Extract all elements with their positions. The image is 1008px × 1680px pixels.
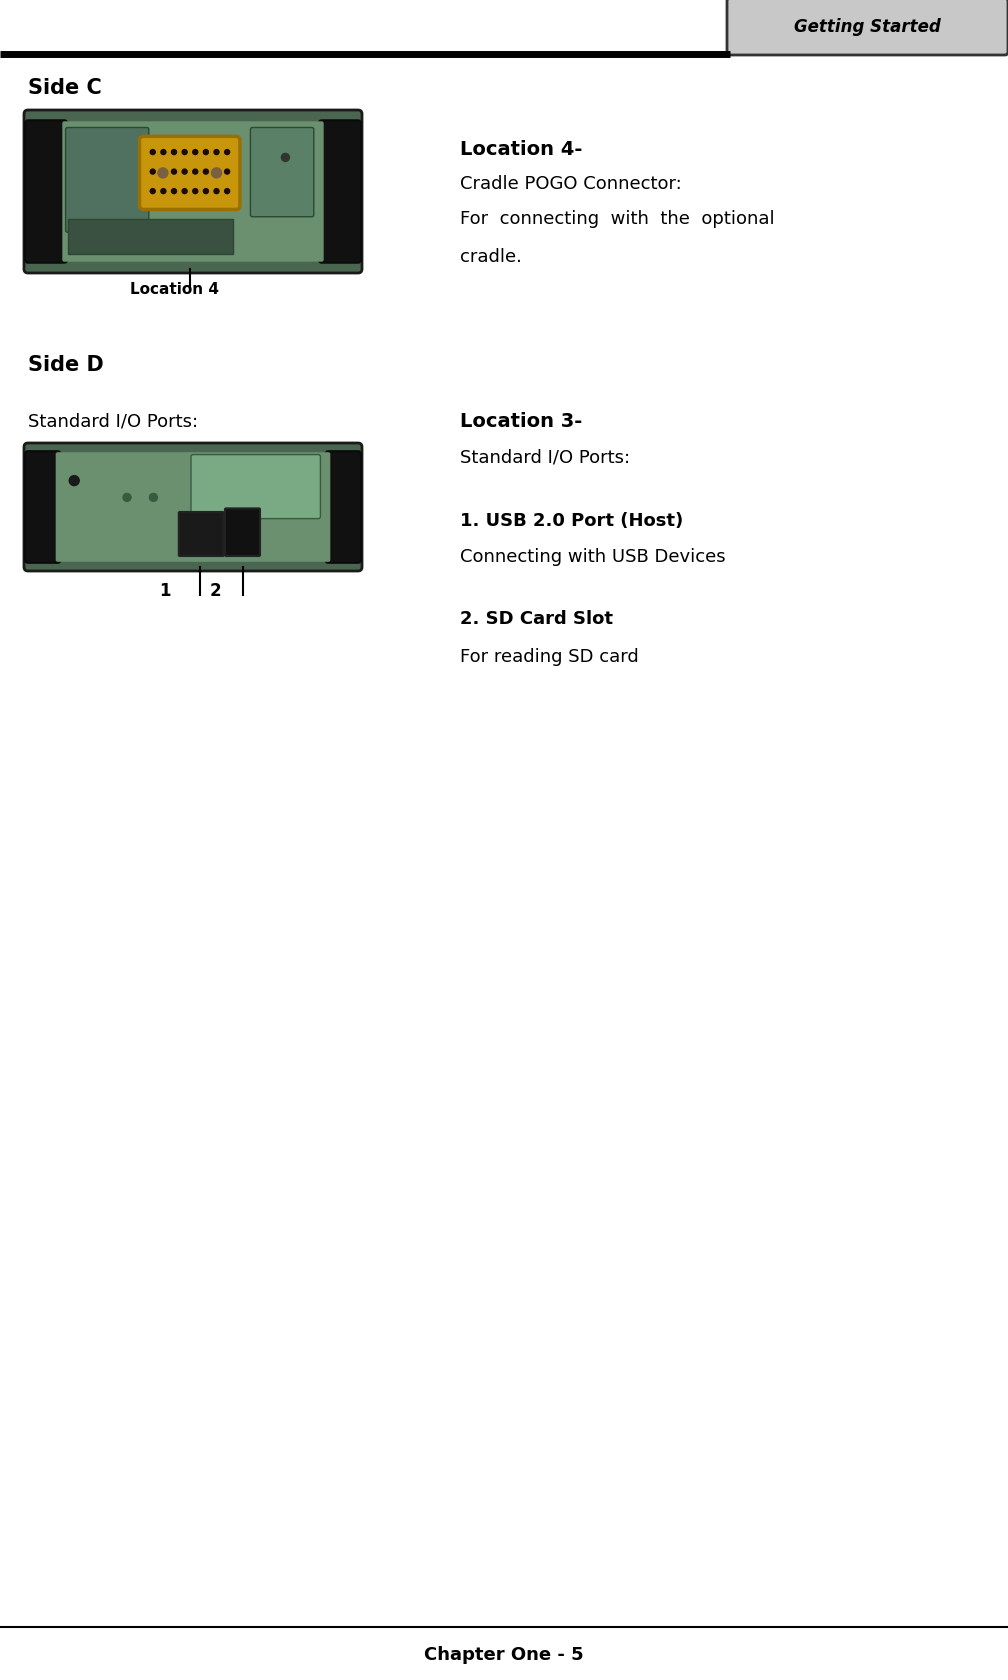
Text: For  connecting  with  the  optional: For connecting with the optional (460, 210, 774, 228)
Circle shape (161, 151, 166, 156)
Text: Side C: Side C (28, 77, 102, 97)
Text: Connecting with USB Devices: Connecting with USB Devices (460, 548, 726, 566)
Text: Getting Started: Getting Started (794, 18, 940, 37)
Circle shape (150, 190, 155, 195)
Circle shape (193, 190, 198, 195)
Circle shape (193, 151, 198, 156)
Text: For reading SD card: For reading SD card (460, 647, 639, 665)
FancyBboxPatch shape (25, 452, 60, 563)
Circle shape (171, 170, 176, 175)
Text: Location 3-: Location 3- (460, 412, 583, 430)
FancyBboxPatch shape (66, 128, 149, 234)
Circle shape (70, 477, 80, 486)
Text: Location 4: Location 4 (130, 282, 220, 297)
Circle shape (204, 170, 209, 175)
FancyBboxPatch shape (24, 444, 362, 571)
FancyBboxPatch shape (250, 128, 313, 218)
Circle shape (212, 168, 222, 178)
FancyBboxPatch shape (191, 455, 321, 519)
Circle shape (150, 151, 155, 156)
Circle shape (281, 155, 289, 163)
Circle shape (161, 190, 166, 195)
Circle shape (214, 170, 219, 175)
Text: cradle.: cradle. (460, 249, 522, 265)
Circle shape (204, 151, 209, 156)
FancyBboxPatch shape (326, 452, 361, 563)
Circle shape (182, 170, 187, 175)
Circle shape (225, 190, 230, 195)
Text: Chapter One - 5: Chapter One - 5 (424, 1645, 584, 1663)
Text: Side D: Side D (28, 354, 104, 375)
Text: 1: 1 (159, 581, 170, 600)
FancyBboxPatch shape (727, 0, 1008, 55)
FancyBboxPatch shape (225, 509, 260, 556)
Circle shape (214, 151, 219, 156)
FancyBboxPatch shape (55, 454, 331, 563)
Circle shape (182, 190, 187, 195)
Bar (68, 220, 233, 254)
Circle shape (123, 494, 131, 502)
FancyBboxPatch shape (25, 121, 68, 264)
Circle shape (158, 168, 168, 178)
Circle shape (225, 151, 230, 156)
Circle shape (161, 170, 166, 175)
Text: Standard I/O Ports:: Standard I/O Ports: (460, 449, 630, 465)
Circle shape (193, 170, 198, 175)
Text: Location 4-: Location 4- (460, 139, 583, 160)
Circle shape (214, 190, 219, 195)
Text: Standard I/O Ports:: Standard I/O Ports: (28, 412, 199, 430)
Text: 2. SD Card Slot: 2. SD Card Slot (460, 610, 613, 628)
FancyBboxPatch shape (178, 512, 224, 556)
Circle shape (182, 151, 187, 156)
Text: 2: 2 (210, 581, 221, 600)
Text: 1. USB 2.0 Port (Host): 1. USB 2.0 Port (Host) (460, 512, 683, 529)
Text: Cradle POGO Connector:: Cradle POGO Connector: (460, 175, 681, 193)
Circle shape (225, 170, 230, 175)
Circle shape (204, 190, 209, 195)
Circle shape (171, 151, 176, 156)
Circle shape (150, 170, 155, 175)
Circle shape (171, 190, 176, 195)
FancyBboxPatch shape (139, 138, 240, 210)
FancyBboxPatch shape (62, 123, 324, 262)
Circle shape (149, 494, 157, 502)
FancyBboxPatch shape (24, 111, 362, 274)
FancyBboxPatch shape (319, 121, 361, 264)
